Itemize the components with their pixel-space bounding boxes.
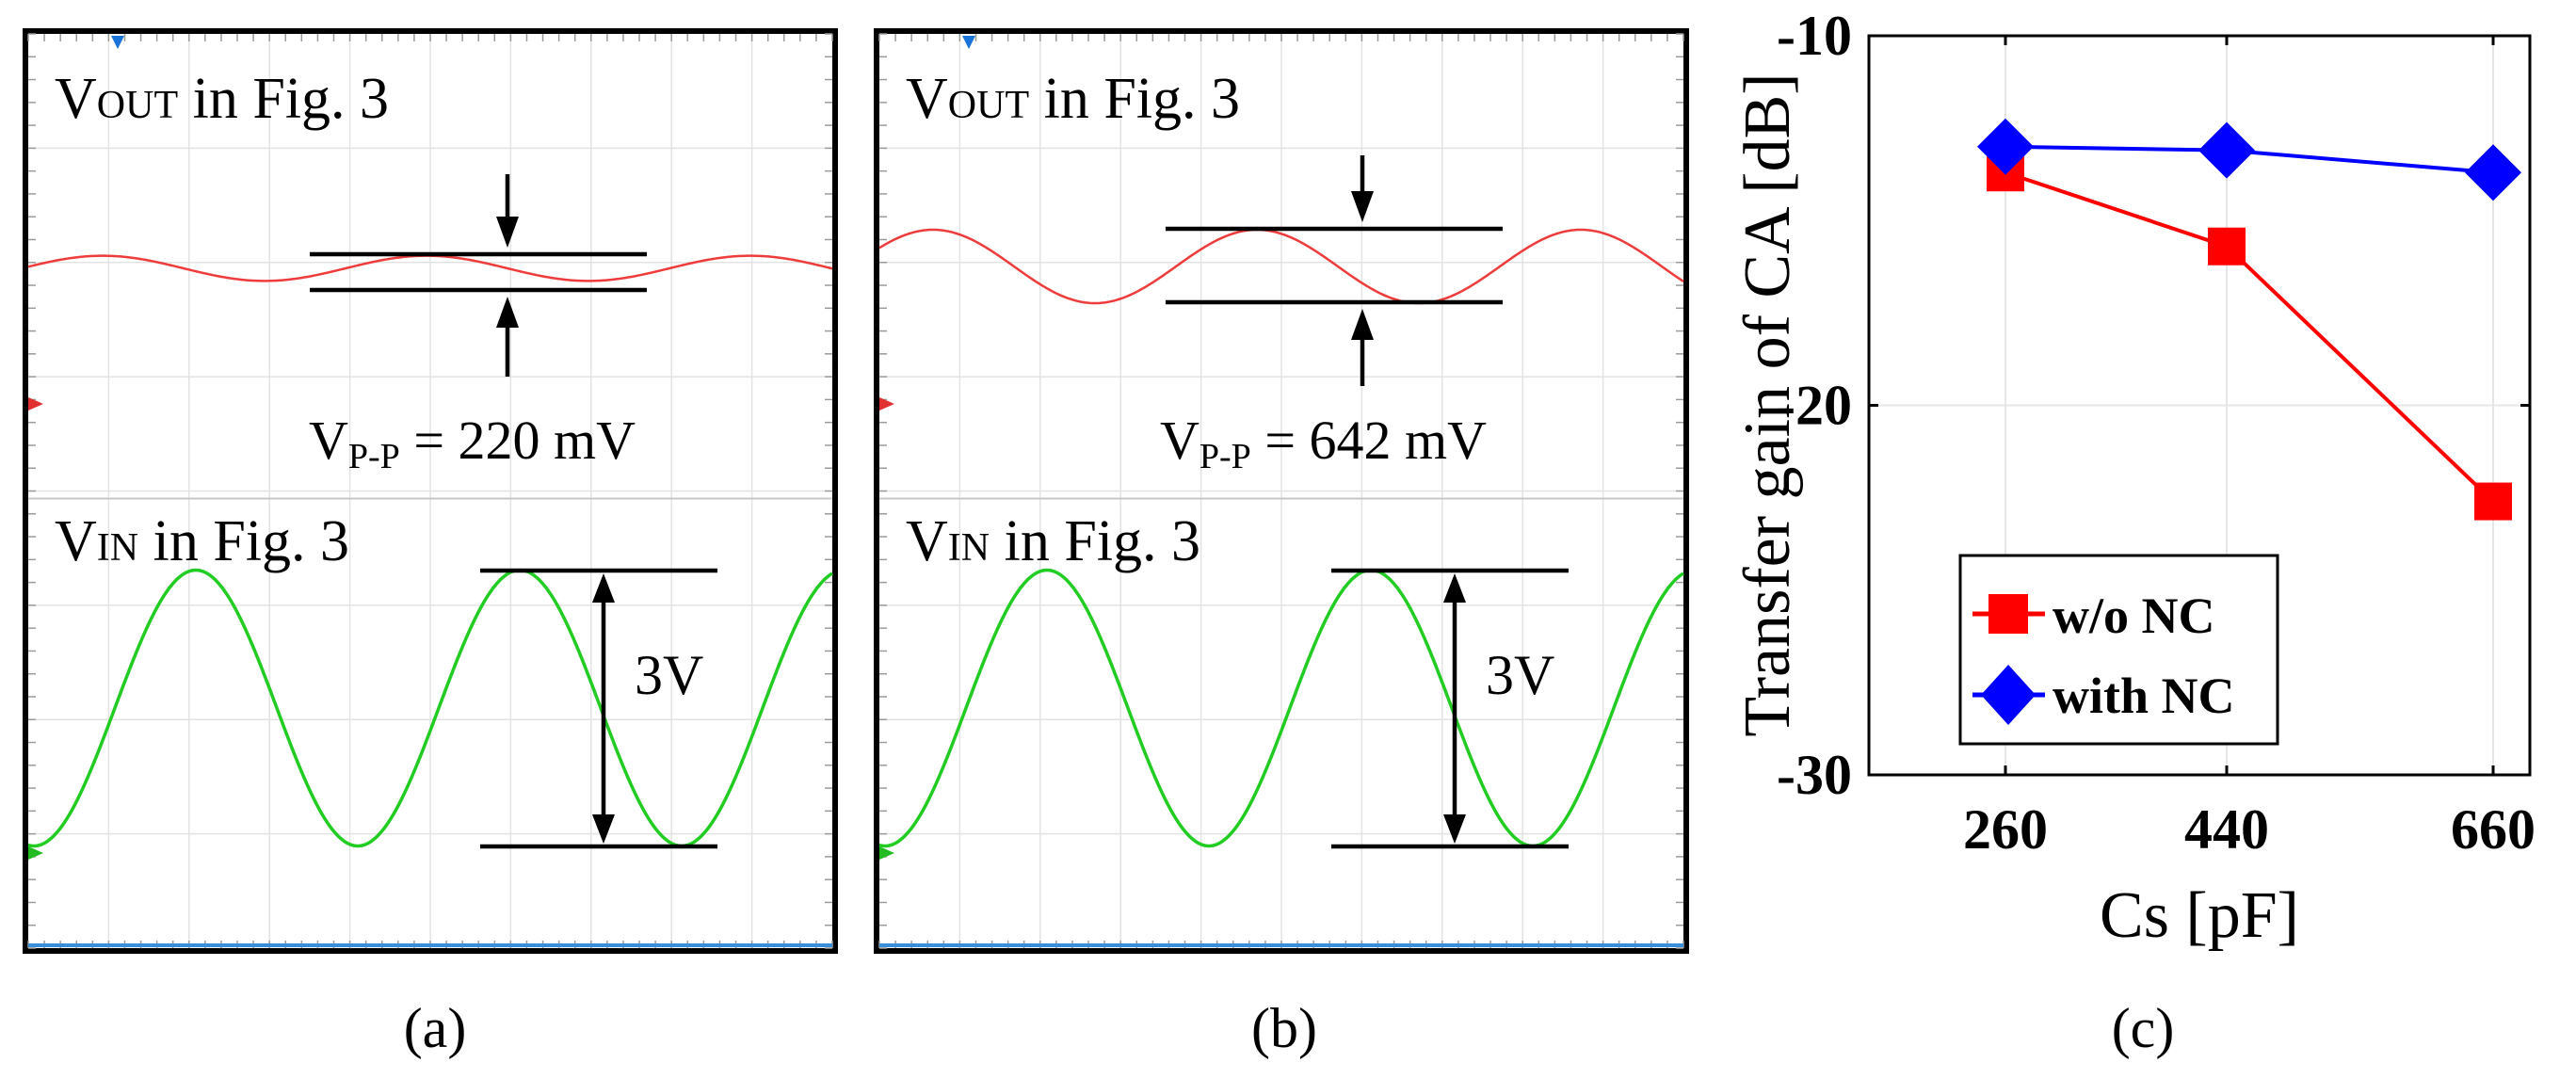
data-point-wo-nc [2208, 227, 2246, 266]
trigger-marker-icon [111, 36, 124, 49]
x-axis-label: Cs [pF] [2100, 879, 2299, 952]
ch2-ground-marker-icon [28, 846, 43, 860]
amp-label-a: 3V [635, 644, 703, 706]
chart-ticks: -10 -20 -30 260 440 660 [1777, 5, 2536, 861]
arrow-up-icon [592, 573, 615, 603]
legend-marker-diamond [1981, 665, 2036, 725]
y-axis-label: Transfer gain of CA [dB] [1731, 72, 1804, 736]
legend-marker-square [1988, 594, 2028, 634]
scope-grid-b [878, 33, 1684, 949]
data-point-with-nc [2198, 121, 2255, 179]
ch2-ground-marker-icon [879, 846, 894, 860]
amp-label-b: 3V [1486, 644, 1554, 706]
vpp-label-b: VP-P = 642 mV [1160, 410, 1487, 476]
vin-trace-a [27, 568, 833, 848]
vin-label-b: VIN in Fig. 3 [906, 509, 1200, 573]
scope-panel-b: VOUT in Fig. 3 VP-P = 642 mV VIN in Fig.… [874, 28, 1689, 954]
legend: w/o NC with NC [1958, 554, 2279, 746]
y-tick-label: -30 [1777, 744, 1852, 806]
data-point-wo-nc [2474, 482, 2512, 521]
vin-trace-b [878, 568, 1684, 848]
arrow-up-icon [496, 297, 519, 328]
y-tick-label: -10 [1777, 5, 1852, 67]
ch1-ground-marker-icon [879, 397, 894, 411]
caption-a: (a) [404, 997, 467, 1059]
vout-label-a: VOUT in Fig. 3 [55, 67, 389, 131]
vout-trace-b [878, 228, 1684, 305]
arrow-down-icon [1351, 191, 1374, 222]
arrow-up-icon [1351, 309, 1374, 340]
x-tick-label: 660 [2451, 798, 2536, 861]
ch1-ground-marker-icon [28, 397, 43, 411]
legend-label-wo-nc: w/o NC [2053, 588, 2215, 644]
caption-c: (c) [2112, 997, 2175, 1059]
scope-grid-a [27, 33, 833, 949]
x-tick-label: 440 [2184, 798, 2269, 861]
data-point-with-nc [1977, 118, 2034, 175]
data-point-with-nc [2465, 144, 2521, 201]
chart-series [1977, 118, 2521, 521]
legend-label-with-nc: with NC [2053, 668, 2235, 724]
vin-label-a: VIN in Fig. 3 [55, 509, 349, 573]
arrow-up-icon [1443, 573, 1466, 603]
x-tick-label: 260 [1963, 798, 2048, 861]
y-tick-label: -20 [1777, 375, 1852, 437]
trigger-marker-icon [962, 36, 975, 49]
arrow-down-icon [592, 814, 615, 844]
scope-panel-a: VOUT in Fig. 3 VP-P = 220 mV VIN in Fig.… [23, 28, 838, 954]
arrow-down-icon [496, 217, 519, 248]
caption-b: (b) [1251, 997, 1317, 1059]
vout-label-b: VOUT in Fig. 3 [906, 67, 1240, 131]
gain-chart: -10 -20 -30 260 440 660 Cs [pF] Transfer gain… [1731, 5, 2536, 952]
arrow-down-icon [1443, 814, 1466, 844]
vpp-label-a: VP-P = 220 mV [309, 410, 636, 476]
